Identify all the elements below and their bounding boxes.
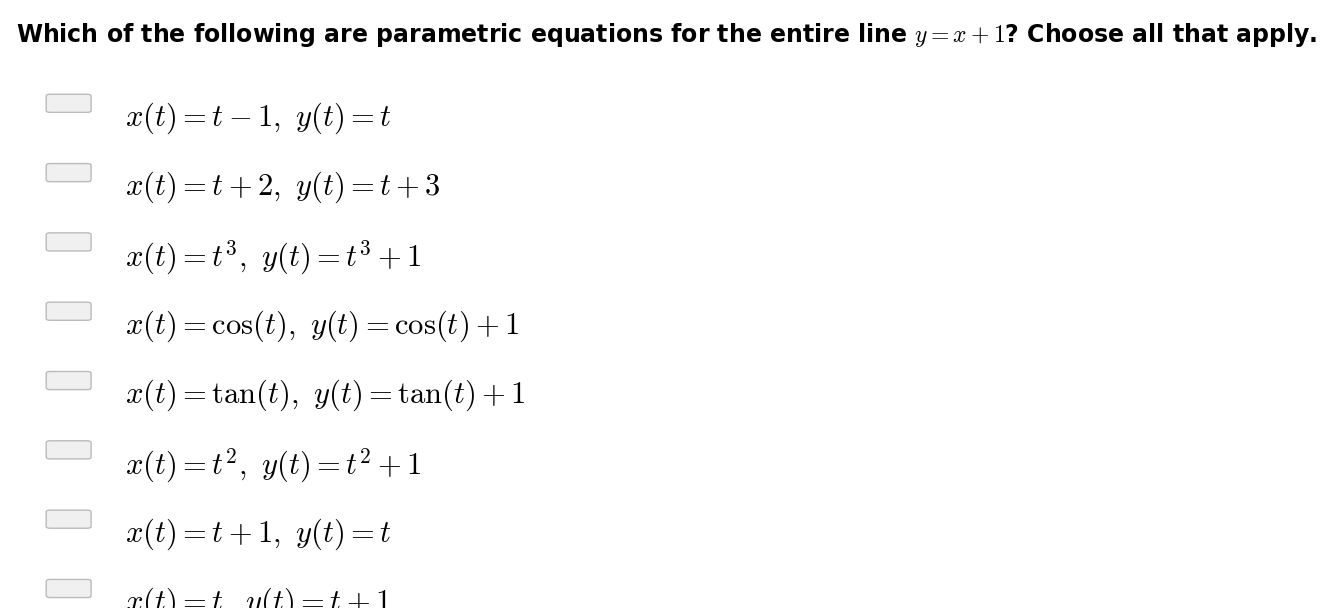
- FancyBboxPatch shape: [46, 233, 91, 251]
- Text: $x(t) = \cos(t),\ y(t) = \cos(t) + 1$: $x(t) = \cos(t),\ y(t) = \cos(t) + 1$: [125, 308, 520, 344]
- FancyBboxPatch shape: [46, 579, 91, 598]
- FancyBboxPatch shape: [46, 164, 91, 182]
- Text: Which of the following are parametric equations for the entire line $y = x + 1$?: Which of the following are parametric eq…: [16, 21, 1317, 49]
- Text: $x(t) = t^3,\ y(t) = t^3 + 1$: $x(t) = t^3,\ y(t) = t^3 + 1$: [125, 239, 422, 277]
- Text: $x(t) = t,\ y(t) = t + 1$: $x(t) = t,\ y(t) = t + 1$: [125, 586, 391, 608]
- FancyBboxPatch shape: [46, 510, 91, 528]
- Text: $x(t) = t - 1,\ y(t) = t$: $x(t) = t - 1,\ y(t) = t$: [125, 100, 392, 136]
- Text: $x(t) = \tan(t),\ y(t) = \tan(t) + 1$: $x(t) = \tan(t),\ y(t) = \tan(t) + 1$: [125, 378, 527, 413]
- FancyBboxPatch shape: [46, 441, 91, 459]
- FancyBboxPatch shape: [46, 302, 91, 320]
- Text: $x(t) = t^2,\ y(t) = t^2 + 1$: $x(t) = t^2,\ y(t) = t^2 + 1$: [125, 447, 422, 485]
- FancyBboxPatch shape: [46, 371, 91, 390]
- Text: $x(t) = t + 1,\ y(t) = t$: $x(t) = t + 1,\ y(t) = t$: [125, 516, 392, 551]
- Text: $x(t) = t + 2,\ y(t) = t + 3$: $x(t) = t + 2,\ y(t) = t + 3$: [125, 170, 441, 205]
- FancyBboxPatch shape: [46, 94, 91, 112]
